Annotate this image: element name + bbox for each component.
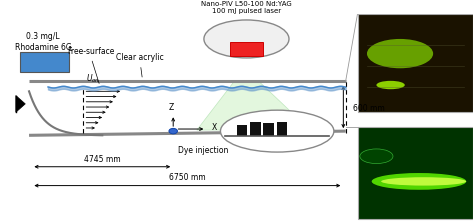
- Ellipse shape: [220, 110, 334, 152]
- Polygon shape: [197, 81, 310, 130]
- Ellipse shape: [204, 20, 289, 58]
- Ellipse shape: [367, 39, 433, 68]
- Polygon shape: [16, 95, 25, 112]
- Text: Z: Z: [168, 103, 173, 112]
- Bar: [230, 42, 263, 56]
- Bar: [277, 122, 287, 136]
- Bar: [250, 122, 261, 136]
- Text: Dye injection: Dye injection: [178, 146, 228, 155]
- Text: 6750 mm: 6750 mm: [169, 173, 206, 183]
- Text: Clear acrylic: Clear acrylic: [116, 53, 164, 77]
- Bar: [357, 14, 474, 112]
- Bar: [237, 125, 247, 136]
- Text: X: X: [212, 123, 217, 132]
- Bar: [19, 52, 69, 72]
- Ellipse shape: [376, 81, 405, 89]
- Ellipse shape: [381, 177, 466, 186]
- Bar: [264, 123, 274, 136]
- Text: Nano-PIV L50-100 Nd:YAG
100 mJ pulsed laser: Nano-PIV L50-100 Nd:YAG 100 mJ pulsed la…: [201, 1, 292, 14]
- Circle shape: [360, 149, 393, 164]
- Ellipse shape: [372, 173, 466, 190]
- Ellipse shape: [169, 128, 177, 134]
- Text: Free-surface: Free-surface: [67, 47, 114, 83]
- Text: 600 mm: 600 mm: [353, 103, 384, 113]
- Text: 0.3 mg/L
Rhodamine 6G: 0.3 mg/L Rhodamine 6G: [15, 32, 72, 52]
- Text: 4745 mm: 4745 mm: [84, 155, 120, 164]
- Text: $U_{on}$: $U_{on}$: [86, 73, 100, 85]
- Bar: [357, 127, 474, 219]
